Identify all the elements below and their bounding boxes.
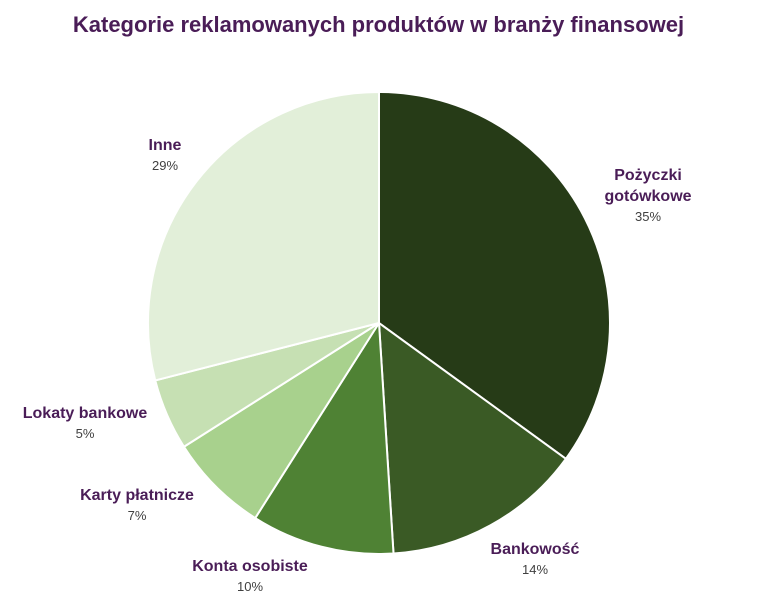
slice-label: Konta osobiste — [192, 558, 308, 575]
slice-value-label: 35% — [635, 209, 661, 224]
pie-slice — [378, 91, 611, 460]
slice-label: gotówkowe — [604, 188, 691, 205]
slice-label: Inne — [149, 137, 182, 154]
slice-label: Karty płatnicze — [80, 487, 194, 504]
slice-label: Lokaty bankowe — [23, 405, 148, 422]
slice-value-label: 5% — [76, 426, 95, 441]
pie-slice — [182, 322, 380, 520]
pie-slice — [254, 322, 395, 555]
slice-value-label: 7% — [128, 508, 147, 523]
pie-slice — [378, 322, 567, 555]
slice-label: Bankowość — [491, 541, 580, 558]
pie-slice — [147, 91, 380, 382]
slice-value-label: 29% — [152, 158, 178, 173]
slice-value-label: 14% — [522, 562, 548, 577]
slice-value-label: 10% — [237, 579, 263, 594]
chart-title: Kategorie reklamowanych produktów w bran… — [72, 12, 685, 37]
slice-label: Pożyczki — [614, 167, 682, 184]
